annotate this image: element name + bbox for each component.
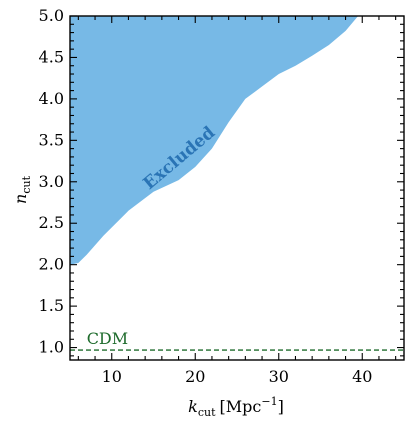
x-tick-label: 30 <box>269 367 289 386</box>
y-tick-label: 2.5 <box>39 213 64 232</box>
y-tick-label: 1.5 <box>39 296 64 315</box>
x-tick-label: 40 <box>352 367 372 386</box>
plot-frame <box>69 15 405 361</box>
y-tick-label: 4.0 <box>39 89 64 108</box>
ref-label-group: CDM <box>87 329 128 348</box>
y-tick-label: 3.5 <box>39 130 64 149</box>
y-tick-label: 2.0 <box>39 255 64 274</box>
y-tick-label: 3.0 <box>39 172 64 191</box>
x-tick-label: 10 <box>102 367 122 386</box>
x-axis-unit-exponent: −1 <box>261 395 277 408</box>
y-axis-label: ncut <box>11 175 33 204</box>
x-tick-label: 20 <box>185 367 205 386</box>
excluded-region-area <box>70 16 359 265</box>
x-tick-labels: 10 20 30 40 <box>102 367 373 386</box>
y-tick-label: 1.0 <box>39 338 64 357</box>
x-axis-label: kcut [Mpc−1] <box>188 395 284 419</box>
x-axis-unit-close: ] <box>278 397 284 416</box>
x-axis-unit: [Mpc <box>220 397 262 416</box>
excluded-region-layer <box>70 16 359 265</box>
y-tick-label: 5.0 <box>39 6 64 25</box>
y-tick-labels: 1.0 1.5 2.0 2.5 3.0 3.5 4.0 4.5 5.0 <box>39 6 64 357</box>
x-axis-subscript: cut <box>198 406 216 419</box>
x-axis-symbol: k <box>188 397 198 416</box>
ticks-layer <box>70 15 404 360</box>
y-tick-label: 4.5 <box>39 47 64 66</box>
reference-line-label-cdm: CDM <box>87 329 128 348</box>
y-axis-symbol: n <box>11 194 30 204</box>
y-axis-subscript: cut <box>20 175 33 193</box>
y-axis-label-group: ncut <box>11 175 33 204</box>
